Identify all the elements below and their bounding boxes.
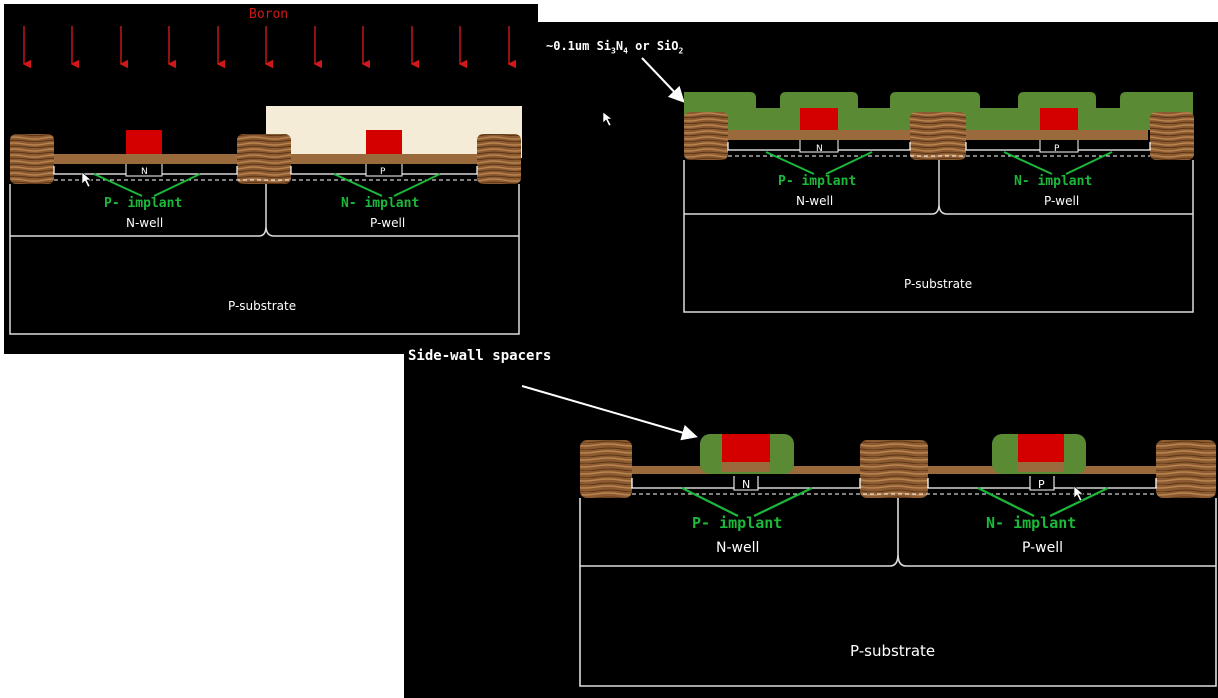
- gate-left: [126, 130, 162, 154]
- substrate-label-b: P-substrate: [904, 277, 973, 291]
- implant-right-c: N- implant: [986, 514, 1077, 532]
- implant-left: P- implant: [104, 196, 183, 211]
- spacer-arrow: [521, 385, 698, 441]
- region-label-p: P: [380, 167, 386, 177]
- implant-left-b: P- implant: [778, 174, 857, 189]
- implant-right: N- implant: [341, 196, 420, 211]
- substrate-outline: [9, 184, 520, 335]
- implant-left-c: P- implant: [692, 514, 783, 532]
- field-oxide-2: [237, 134, 291, 184]
- panel-boron-implant: Boron N P P- implant N- implant N-well P…: [4, 4, 538, 354]
- spacer-label: Side-wall spacers: [408, 348, 552, 364]
- region-label-p-b: P: [1054, 144, 1060, 154]
- region-label-n: N: [141, 167, 148, 177]
- mouse-cursor-b: [602, 111, 613, 127]
- gate-right-c: [1018, 434, 1064, 462]
- well-left-label-b: N-well: [796, 194, 834, 208]
- cross-section-b: [602, 57, 1194, 313]
- well-left-label: N-well: [126, 216, 164, 230]
- well-right-label-c: P-well: [1022, 540, 1064, 556]
- dopant-label: Boron: [249, 7, 289, 22]
- gate-right-b: [1040, 108, 1078, 130]
- substrate-label-c: P-substrate: [850, 642, 936, 660]
- well-right-label: P-well: [370, 216, 406, 230]
- region-label-p-c: P: [1038, 478, 1045, 491]
- field-oxide-1: [10, 134, 54, 184]
- implant-right-b: N- implant: [1014, 174, 1093, 189]
- region-label-n-b: N: [816, 144, 823, 154]
- gate-left-b: [800, 108, 838, 130]
- cross-section-a: [9, 26, 522, 335]
- boron-arrows: [22, 26, 516, 69]
- well-boundary: [10, 184, 519, 237]
- region-label-n-c: N: [742, 478, 751, 491]
- cross-section-c: [521, 385, 1217, 687]
- substrate-label: P-substrate: [228, 299, 297, 313]
- panel-nitride-deposition: ~0.1um Si3N4 or SiO2 N P P- implant N- i…: [538, 22, 1218, 338]
- gate-right: [366, 130, 402, 154]
- well-left-label-c: N-well: [716, 540, 760, 556]
- film-label: ~0.1um Si3N4 or SiO2: [546, 39, 684, 56]
- film-arrow: [641, 57, 685, 103]
- panel-sidewall-spacers: Side-wall spacers N P P- implant N- impl…: [404, 338, 1218, 698]
- mouse-cursor-c: [1073, 485, 1084, 502]
- field-oxide-3: [477, 134, 521, 184]
- gate-left-c: [722, 434, 770, 462]
- mouse-cursor: [81, 171, 92, 188]
- well-right-label-b: P-well: [1044, 194, 1080, 208]
